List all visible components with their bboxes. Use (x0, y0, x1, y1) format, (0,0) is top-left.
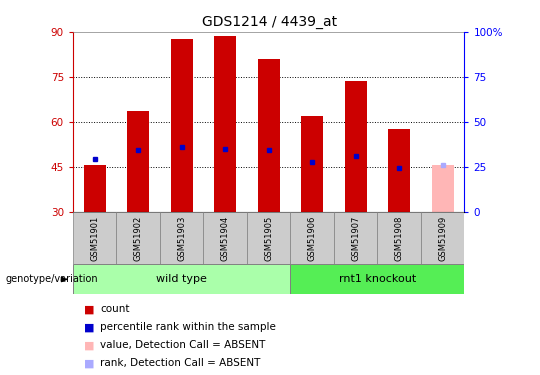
Bar (73, 264, 291, 294)
Text: GSM51902: GSM51902 (134, 216, 143, 261)
Bar (247, 212, 291, 264)
Text: rnt1 knockout: rnt1 knockout (339, 274, 416, 284)
Bar (73, 212, 117, 264)
Text: genotype/variation: genotype/variation (5, 274, 98, 284)
Bar (258, 59, 280, 212)
Text: GSM51904: GSM51904 (221, 216, 230, 261)
Text: GDS1214 / 4439_at: GDS1214 / 4439_at (202, 15, 338, 29)
Text: count: count (100, 304, 130, 314)
Bar (84, 165, 105, 212)
Text: value, Detection Call = ABSENT: value, Detection Call = ABSENT (100, 340, 265, 350)
Text: GSM51905: GSM51905 (264, 216, 273, 261)
Bar (214, 36, 236, 212)
Bar (345, 81, 367, 212)
Text: rank, Detection Call = ABSENT: rank, Detection Call = ABSENT (100, 358, 260, 368)
Bar (432, 165, 454, 212)
Text: percentile rank within the sample: percentile rank within the sample (100, 322, 276, 332)
Bar (334, 212, 377, 264)
Bar (388, 129, 410, 212)
Bar (377, 212, 421, 264)
Bar (301, 116, 323, 212)
Bar (160, 212, 204, 264)
Text: ■: ■ (84, 304, 94, 314)
Bar (204, 212, 247, 264)
Text: ■: ■ (84, 322, 94, 332)
Text: GSM51903: GSM51903 (177, 215, 186, 261)
Bar (127, 111, 149, 212)
Text: GSM51909: GSM51909 (438, 216, 447, 261)
Bar (117, 212, 160, 264)
Text: GSM51907: GSM51907 (351, 215, 360, 261)
Text: ■: ■ (84, 358, 94, 368)
Text: GSM51908: GSM51908 (395, 215, 403, 261)
Text: ■: ■ (84, 340, 94, 350)
Text: wild type: wild type (156, 274, 207, 284)
Bar (291, 264, 464, 294)
Text: GSM51906: GSM51906 (308, 215, 316, 261)
Bar (421, 212, 464, 264)
Bar (171, 39, 193, 212)
Text: GSM51901: GSM51901 (90, 216, 99, 261)
Bar (291, 212, 334, 264)
